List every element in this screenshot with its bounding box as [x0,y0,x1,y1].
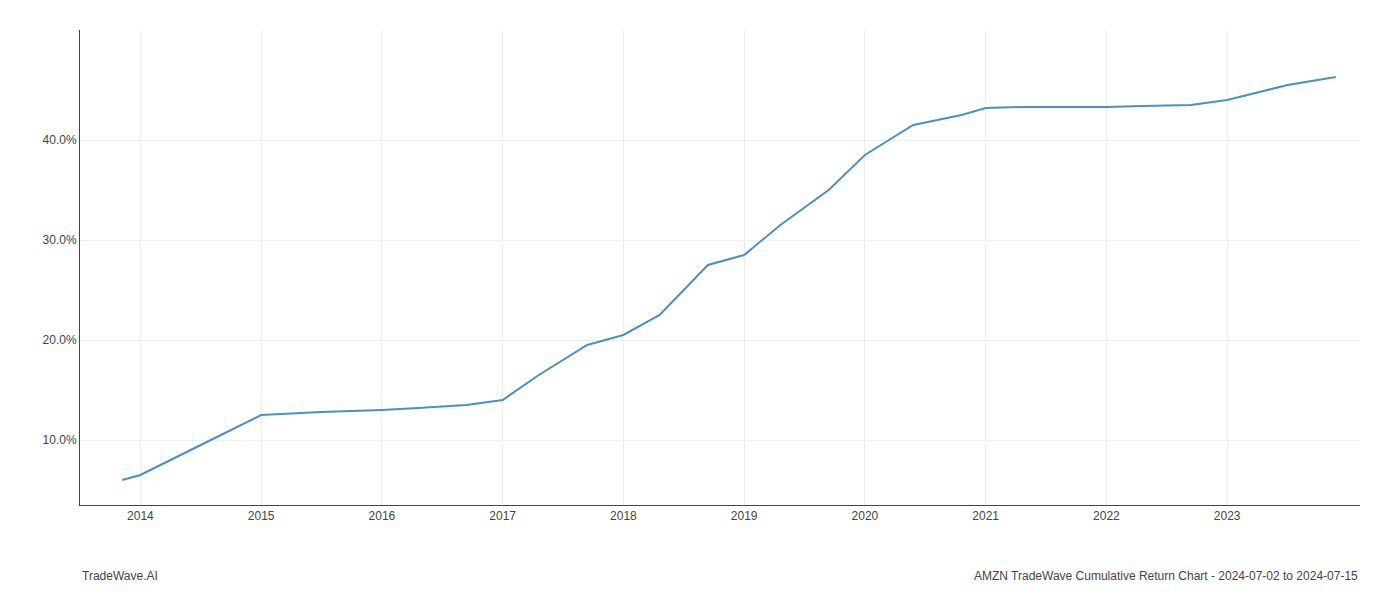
svg-text:2021: 2021 [972,509,999,523]
svg-text:2016: 2016 [369,509,396,523]
svg-text:2015: 2015 [248,509,275,523]
svg-text:40.0%: 40.0% [43,133,77,147]
svg-text:TradeWave.AI: TradeWave.AI [82,569,158,583]
svg-text:30.0%: 30.0% [43,233,77,247]
svg-text:2023: 2023 [1214,509,1241,523]
svg-text:2017: 2017 [489,509,516,523]
svg-text:2020: 2020 [852,509,879,523]
svg-text:20.0%: 20.0% [43,333,77,347]
svg-text:2018: 2018 [610,509,637,523]
svg-text:2014: 2014 [127,509,154,523]
svg-text:2019: 2019 [731,509,758,523]
svg-text:10.0%: 10.0% [43,433,77,447]
svg-text:2022: 2022 [1093,509,1120,523]
svg-text:AMZN TradeWave Cumulative Retu: AMZN TradeWave Cumulative Return Chart -… [974,569,1358,583]
